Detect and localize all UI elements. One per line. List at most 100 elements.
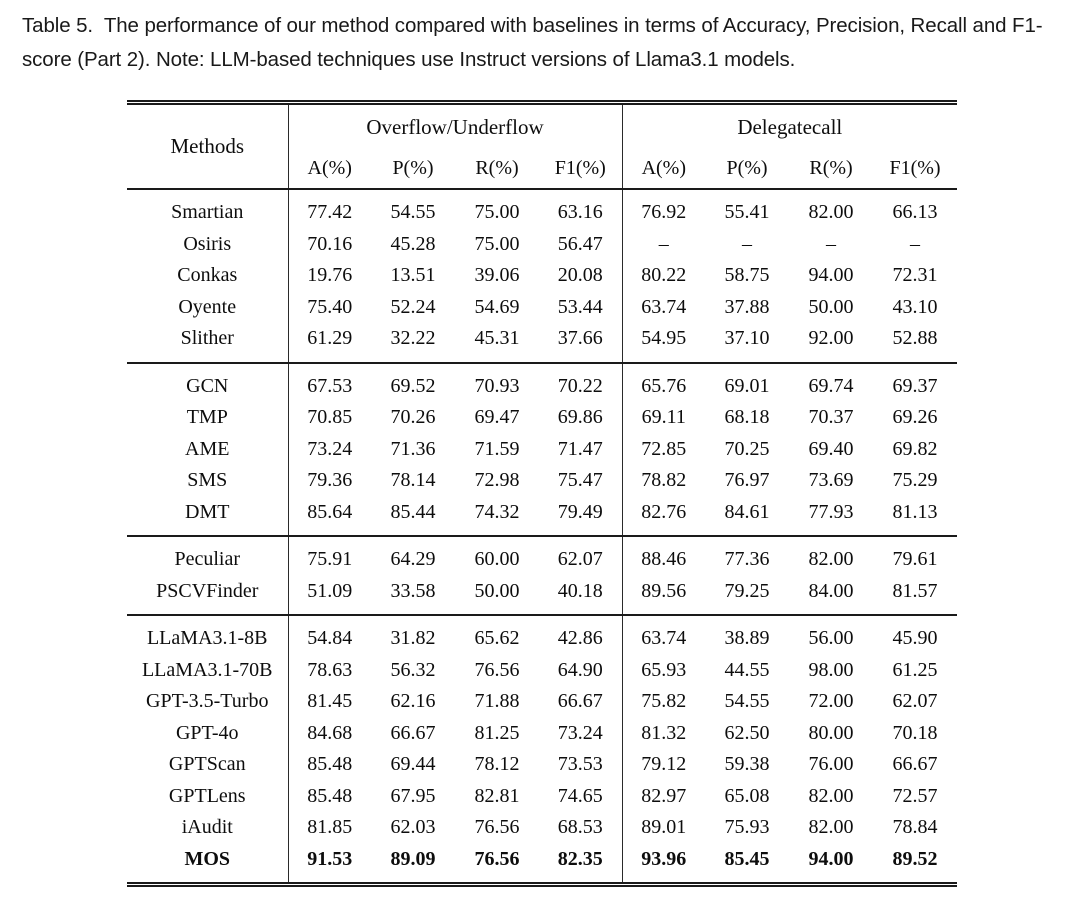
value-cell: 62.50 (724, 721, 770, 744)
value-cell: 89.56 (621, 575, 706, 615)
value-cell: 69.11 (621, 402, 706, 434)
value-cell: 77.93 (808, 500, 854, 523)
value-cell: 70.37 (808, 406, 854, 429)
table-row: SMS 79.36 78.14 72.98 75.47 78.82 76.97 73.69 75… (127, 465, 957, 497)
value-cell: 72.57 (892, 784, 938, 807)
table-row: GCN 67.53 69.52 70.93 70.22 65.76 69.01 69.74 69… (127, 362, 957, 402)
value-cell: 45.90 (892, 627, 938, 650)
value-cell: 58.75 (724, 264, 770, 287)
value-cell: 66.67 (557, 690, 603, 713)
table-header: Methods Overflow/Underflow Delegatecall … (127, 102, 958, 189)
table-group-llm-based: LLaMA3.1-8B 54.84 31.82 65.62 42.86 63.74 38.8… (127, 615, 958, 885)
value-cell: 39.06 (474, 264, 520, 287)
value-cell: 79.12 (621, 749, 706, 781)
value-cell: 70.16 (287, 228, 371, 260)
value-cell: 65.08 (724, 784, 770, 807)
value-cell: 94.00 (808, 264, 854, 287)
results-table: Methods Overflow/Underflow Delegatecall … (127, 100, 958, 887)
value-cell: 82.97 (621, 780, 706, 812)
value-cell: 77.36 (724, 548, 770, 571)
value-cell: 54.55 (390, 201, 436, 224)
value-cell: 88.46 (621, 536, 706, 576)
method-cell: GPTLens (168, 784, 246, 807)
value-cell: 66.67 (892, 753, 938, 776)
value-cell: 56.00 (808, 627, 854, 650)
value-cell: 82.35 (557, 847, 603, 870)
table-row: Smartian 77.42 54.55 75.00 63.16 76.92 55.41 82… (127, 189, 957, 229)
value-cell: 75.40 (287, 291, 371, 323)
value-cell: 69.74 (808, 374, 854, 397)
value-cell: 32.22 (390, 327, 436, 350)
value-cell: 72.85 (621, 433, 706, 465)
table-row: Conkas 19.76 13.51 39.06 20.08 80.22 58.75 94.0… (127, 260, 957, 292)
value-cell: 45.28 (390, 232, 436, 255)
value-cell: 73.24 (557, 721, 603, 744)
value-cell: 89.09 (390, 847, 436, 870)
table-row: LLaMA3.1-8B 54.84 31.82 65.62 42.86 63.74 38.8… (127, 615, 957, 655)
value-cell: 71.59 (474, 437, 520, 460)
value-cell: 76.92 (621, 189, 706, 229)
value-cell: 70.18 (892, 721, 938, 744)
value-cell: 85.48 (287, 749, 371, 781)
value-cell: 69.40 (808, 437, 854, 460)
value-cell: 62.07 (557, 548, 603, 571)
value-cell: 54.95 (621, 323, 706, 363)
value-cell: 82.00 (808, 548, 854, 571)
method-cell: Peculiar (174, 548, 241, 571)
method-cell: PSCVFinder (156, 579, 259, 602)
value-cell: 19.76 (287, 260, 371, 292)
value-cell: 82.00 (808, 816, 854, 839)
value-cell: 81.32 (621, 717, 706, 749)
value-cell: 54.69 (474, 295, 520, 318)
value-cell: 85.44 (390, 500, 436, 523)
value-cell: 67.53 (287, 362, 371, 402)
value-cell: 82.00 (808, 784, 854, 807)
value-cell: 70.85 (287, 402, 371, 434)
table-group-static-tools: Smartian 77.42 54.55 75.00 63.16 76.92 55.41 82… (127, 189, 958, 363)
value-cell: 69.52 (390, 374, 436, 397)
value-cell: 56.47 (557, 232, 603, 255)
table-row: Oyente 75.40 52.24 54.69 53.44 63.74 37.88 50.0… (127, 291, 957, 323)
table-row: LLaMA3.1-70B 78.63 56.32 76.56 64.90 65.93 44.… (127, 654, 957, 686)
value-cell: 69.26 (892, 406, 938, 429)
value-cell: 64.90 (557, 658, 603, 681)
value-cell: 76.56 (474, 847, 520, 870)
value-cell: 70.93 (474, 374, 520, 397)
value-cell: 70.22 (557, 374, 603, 397)
value-cell: 69.86 (557, 406, 603, 429)
method-cell: SMS (187, 469, 228, 492)
method-cell: DMT (185, 500, 230, 523)
table-group-graph-learning: GCN 67.53 69.52 70.93 70.22 65.76 69.01 69.74 69… (127, 362, 958, 536)
value-cell: 78.12 (474, 753, 520, 776)
value-cell: 92.00 (808, 327, 854, 350)
value-cell: 75.93 (724, 816, 770, 839)
value-cell: 85.48 (287, 780, 371, 812)
table-caption: Table 5. The performance of our method c… (22, 14, 1043, 71)
table-group-pretrain: Peculiar 75.91 64.29 60.00 62.07 88.46 77.36 82… (127, 536, 958, 615)
value-cell: 51.09 (287, 575, 371, 615)
method-cell: GPT-3.5-Turbo (146, 690, 269, 713)
value-cell: – (621, 228, 706, 260)
value-cell: 40.18 (557, 579, 603, 602)
value-cell: 69.82 (892, 437, 938, 460)
value-cell: 53.44 (557, 295, 603, 318)
method-cell: LLaMA3.1-8B (146, 627, 268, 650)
value-cell: – (742, 232, 753, 255)
method-cell: MOS (184, 847, 231, 870)
value-cell: 45.31 (474, 327, 520, 350)
table-row: GPTScan 85.48 69.44 78.12 73.53 79.12 59.38 76.… (127, 749, 957, 781)
header-metric-p2: P(%) (726, 157, 768, 179)
method-cell: GPT-4o (175, 721, 239, 744)
header-metric-r1: R(%) (475, 157, 519, 179)
value-cell: 61.29 (287, 323, 371, 363)
method-cell: LLaMA3.1-70B (141, 658, 273, 681)
method-cell: GCN (186, 374, 229, 397)
value-cell: 94.00 (808, 847, 854, 870)
value-cell: 81.85 (287, 812, 371, 844)
value-cell: 66.13 (892, 201, 938, 224)
value-cell: 60.00 (474, 548, 520, 571)
value-cell: 66.67 (390, 721, 436, 744)
value-cell: 81.25 (474, 721, 520, 744)
value-cell: 20.08 (557, 264, 603, 287)
